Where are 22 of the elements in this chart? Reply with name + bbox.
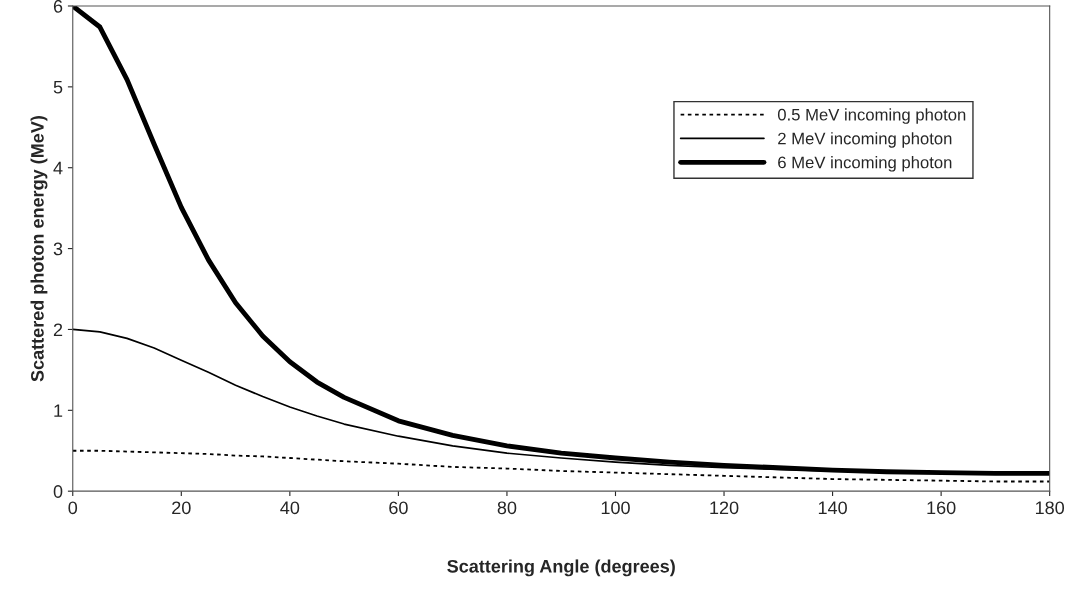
legend-label: 6 MeV incoming photon — [778, 156, 952, 172]
x-tick-label: 160 — [927, 501, 956, 515]
x-tick-label: 120 — [710, 501, 739, 515]
legend-label: 2 MeV incoming photon — [778, 132, 952, 148]
y-axis-title: Scattered photon energy (MeV) — [30, 116, 48, 382]
x-tick-label: 100 — [601, 501, 630, 515]
x-tick-label: 140 — [818, 501, 847, 515]
y-tick-label: 0 — [53, 485, 63, 498]
y-tick-label: 1 — [54, 404, 63, 417]
y-tick-label: 3 — [53, 242, 63, 256]
y-tick-label: 2 — [53, 323, 63, 336]
x-tick-label: 0 — [68, 501, 78, 515]
x-axis-title: Scattering Angle (degrees) — [447, 559, 675, 577]
legend-label: 0.5 MeV incoming photon — [777, 108, 966, 124]
x-tick-label: 20 — [172, 501, 191, 515]
y-tick-label: 5 — [53, 80, 63, 94]
x-tick-label: 60 — [389, 501, 408, 515]
y-tick-label: 6 — [53, 0, 63, 13]
x-tick-label: 40 — [280, 501, 300, 515]
x-tick-label: 180 — [1035, 501, 1065, 515]
x-tick-label: 80 — [497, 501, 517, 515]
y-tick-label: 4 — [53, 161, 63, 175]
